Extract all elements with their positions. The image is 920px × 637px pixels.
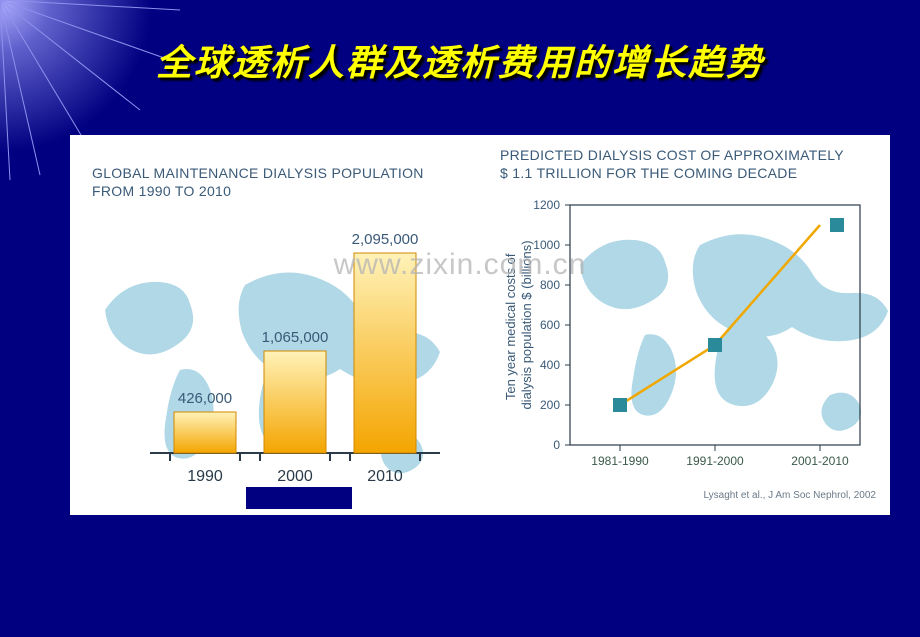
bar-2010 (354, 253, 416, 453)
line-xticks (620, 445, 820, 451)
bar-x-1990: 1990 (187, 468, 223, 485)
line-yticks (565, 205, 570, 445)
line-marker-1 (613, 398, 627, 412)
svg-text:1000: 1000 (533, 238, 560, 252)
line-marker-3 (830, 218, 844, 232)
bar-title-line1: GLOBAL MAINTENANCE DIALYSIS POPULATION (92, 165, 424, 183)
svg-text:1200: 1200 (533, 198, 560, 212)
line-marker-2 (708, 338, 722, 352)
svg-text:2001-2010: 2001-2010 (791, 454, 849, 468)
line-ytick-labels: 0 200 400 600 800 1000 1200 (533, 198, 560, 452)
line-chart-title: PREDICTED DIALYSIS COST OF APPROXIMATELY… (500, 147, 844, 182)
svg-text:1991-2000: 1991-2000 (686, 454, 744, 468)
redaction-bar (246, 487, 352, 509)
bar-label-2000: 1,065,000 (262, 329, 329, 346)
line-chart-svg: 0 200 400 600 800 1000 1200 1981-1990 19… (460, 135, 890, 515)
line-title-line1: PREDICTED DIALYSIS COST OF APPROXIMATELY (500, 147, 844, 165)
bar-x-2000: 2000 (277, 468, 313, 485)
bar-x-2010: 2010 (367, 468, 403, 485)
bar-chart: GLOBAL MAINTENANCE DIALYSIS POPULATION F… (70, 135, 460, 515)
slide-title: 全球透析人群及透析费用的增长趋势 (0, 34, 920, 86)
line-ylabel: Ten year medical costs of dialysis popul… (503, 240, 534, 409)
svg-text:400: 400 (540, 358, 560, 372)
line-xtick-labels: 1981-1990 1991-2000 2001-2010 (591, 454, 849, 468)
line-chart: PREDICTED DIALYSIS COST OF APPROXIMATELY… (460, 135, 890, 515)
svg-text:0: 0 (553, 438, 560, 452)
line-citation: Lysaght et al., J Am Soc Nephrol, 2002 (703, 490, 876, 501)
bar-label-2010: 2,095,000 (352, 231, 419, 248)
bar-1990 (174, 412, 236, 453)
line-title-line2: $ 1.1 TRILLION FOR THE COMING DECADE (500, 165, 844, 183)
bar-chart-title: GLOBAL MAINTENANCE DIALYSIS POPULATION F… (92, 165, 424, 200)
svg-text:600: 600 (540, 318, 560, 332)
charts-panel: GLOBAL MAINTENANCE DIALYSIS POPULATION F… (70, 135, 890, 515)
svg-text:1981-1990: 1981-1990 (591, 454, 649, 468)
bar-2000 (264, 351, 326, 453)
svg-text:200: 200 (540, 398, 560, 412)
bar-label-1990: 426,000 (178, 390, 232, 407)
bar-title-line2: FROM 1990 TO 2010 (92, 183, 424, 201)
svg-text:800: 800 (540, 278, 560, 292)
